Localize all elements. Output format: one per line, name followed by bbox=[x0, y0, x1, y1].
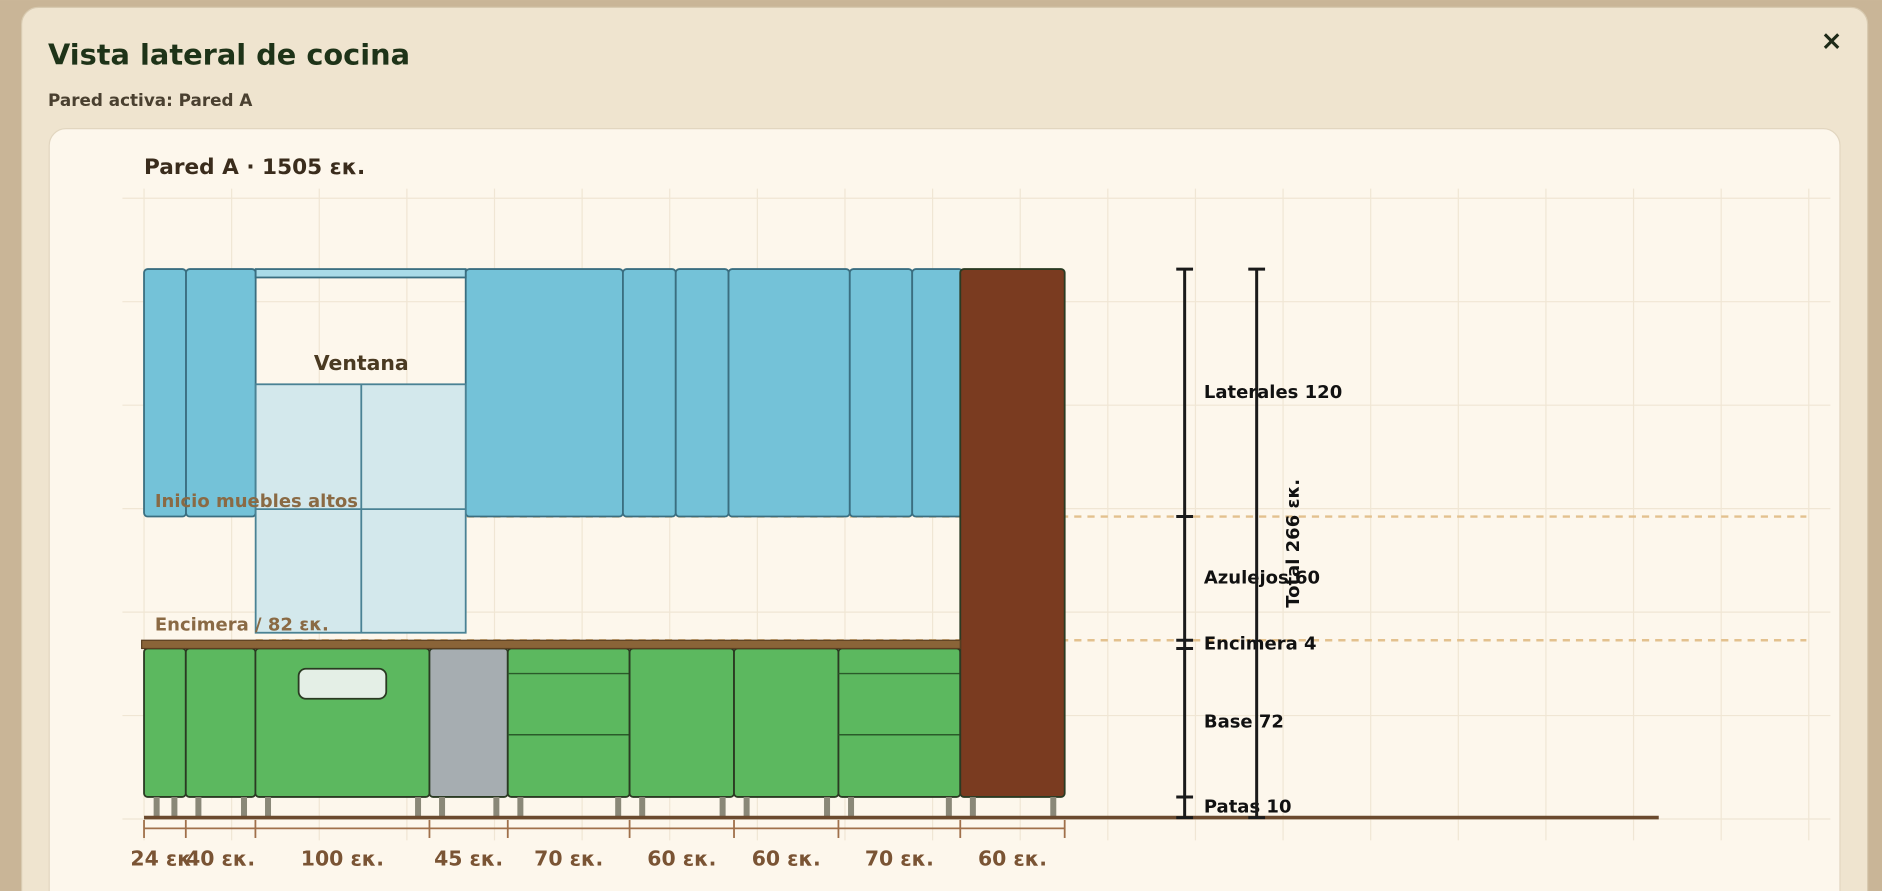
base-cabinet bbox=[733, 647, 840, 798]
width-label: 70 εκ. bbox=[865, 847, 934, 871]
width-label: 60 εκ. bbox=[752, 847, 821, 871]
width-label: 60 εκ. bbox=[978, 847, 1047, 871]
width-label: 45 εκ. bbox=[434, 847, 503, 871]
window-label: Ventana bbox=[314, 351, 409, 375]
base-cabinet bbox=[837, 647, 962, 798]
upper-cabinet bbox=[848, 268, 914, 518]
base-cabinet bbox=[506, 647, 631, 798]
leg bbox=[969, 796, 976, 818]
leg bbox=[153, 796, 160, 818]
upper-cabinet bbox=[727, 268, 851, 518]
leg bbox=[824, 796, 831, 818]
height-label: Base 72 bbox=[1204, 712, 1284, 733]
height-label: Azulejos 60 bbox=[1204, 567, 1320, 588]
close-button[interactable]: × bbox=[1821, 26, 1843, 57]
sink bbox=[297, 667, 388, 700]
upper-cabinet bbox=[674, 268, 730, 518]
modal-title: Vista lateral de cocina bbox=[48, 38, 410, 72]
width-label: 70 εκ. bbox=[534, 847, 603, 871]
height-label: Laterales 120 bbox=[1204, 382, 1342, 403]
leg bbox=[1050, 796, 1057, 818]
base-cabinet bbox=[143, 647, 187, 798]
height-label: Encimera 4 bbox=[1204, 633, 1317, 654]
counter-label: Encimera / 82 εκ. bbox=[155, 615, 329, 636]
tall-unit bbox=[959, 268, 1066, 798]
leg bbox=[493, 796, 500, 818]
modal-subtitle: Pared activa: Pared A bbox=[48, 90, 252, 110]
leg bbox=[241, 796, 248, 818]
width-label: 40 εκ. bbox=[186, 847, 255, 871]
leg bbox=[719, 796, 726, 818]
upper-cabinet bbox=[911, 268, 964, 518]
leg bbox=[171, 796, 178, 818]
wall-title: Pared A · 1505 εκ. bbox=[144, 155, 365, 180]
base-cabinet bbox=[628, 647, 735, 798]
total-label: Total 266 εκ. bbox=[1283, 479, 1304, 608]
leg bbox=[195, 796, 202, 818]
base-cabinet bbox=[184, 647, 257, 798]
upper-cabinet bbox=[185, 268, 257, 518]
leg bbox=[265, 796, 272, 818]
leg bbox=[517, 796, 524, 818]
leg bbox=[945, 796, 952, 818]
width-label: 60 εκ. bbox=[647, 847, 716, 871]
leg bbox=[639, 796, 646, 818]
leg bbox=[743, 796, 750, 818]
leg bbox=[615, 796, 622, 818]
leg bbox=[415, 796, 422, 818]
upper-cabinet bbox=[464, 268, 624, 518]
upper-cabinet bbox=[622, 268, 677, 518]
leg bbox=[848, 796, 855, 818]
upper-start-label: Inicio muebles altos bbox=[155, 491, 358, 512]
upper-cabinet bbox=[143, 268, 187, 518]
base-cabinet bbox=[428, 647, 509, 798]
leg bbox=[439, 796, 446, 818]
width-label: 100 εκ. bbox=[301, 847, 384, 871]
window-frame bbox=[254, 268, 467, 279]
countertop bbox=[141, 639, 961, 650]
height-label: Patas 10 bbox=[1204, 796, 1292, 817]
width-label: 24 εκ. bbox=[130, 847, 199, 871]
